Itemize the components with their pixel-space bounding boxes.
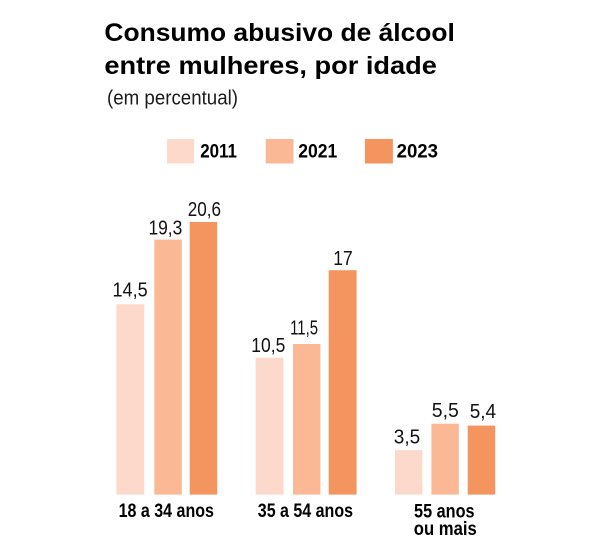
svg-text:2011: 2011 bbox=[200, 142, 237, 163]
svg-text:entre mulheres, por idade: entre mulheres, por idade bbox=[104, 52, 437, 80]
svg-text:2023: 2023 bbox=[397, 142, 439, 163]
svg-text:20,6: 20,6 bbox=[188, 199, 221, 221]
svg-text:35 a 54 anos: 35 a 54 anos bbox=[258, 501, 353, 522]
svg-text:19,3: 19,3 bbox=[148, 217, 182, 239]
svg-text:11,5: 11,5 bbox=[290, 317, 318, 339]
svg-text:18 a 34 anos: 18 a 34 anos bbox=[119, 501, 214, 522]
svg-text:ou mais: ou mais bbox=[414, 519, 477, 540]
svg-text:5,4: 5,4 bbox=[470, 401, 496, 423]
svg-text:Consumo abusivo de álcool: Consumo abusivo de álcool bbox=[104, 19, 454, 47]
svg-text:2021: 2021 bbox=[298, 142, 337, 163]
svg-text:14,5: 14,5 bbox=[113, 279, 148, 301]
svg-text:55 anos: 55 anos bbox=[414, 501, 475, 522]
svg-text:(em percentual): (em percentual) bbox=[107, 88, 238, 110]
svg-text:10,5: 10,5 bbox=[251, 335, 285, 357]
svg-text:17: 17 bbox=[333, 248, 352, 270]
svg-text:5,5: 5,5 bbox=[432, 400, 459, 422]
svg-text:3,5: 3,5 bbox=[394, 427, 420, 449]
